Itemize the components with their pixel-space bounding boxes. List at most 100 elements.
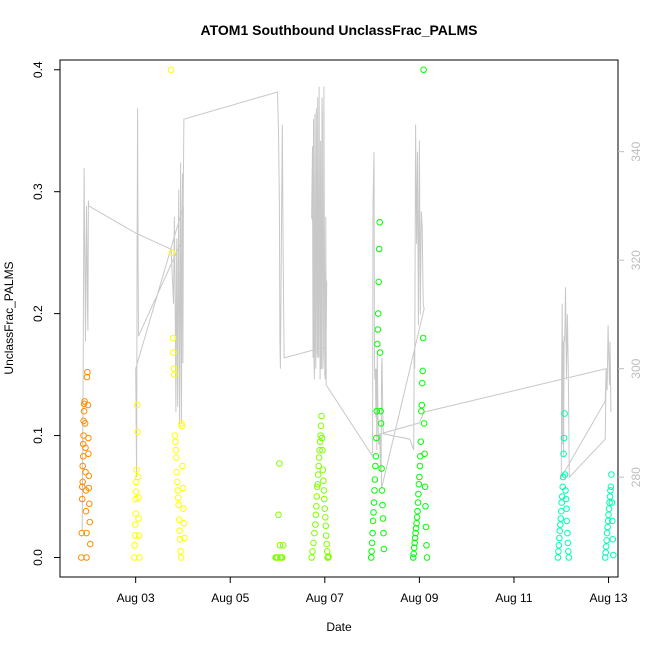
data-point xyxy=(561,410,568,417)
data-point xyxy=(323,540,331,548)
data-point xyxy=(84,401,92,409)
data-point xyxy=(603,529,611,537)
data-point xyxy=(171,432,179,439)
data-point xyxy=(78,483,86,491)
data-point xyxy=(313,493,321,500)
data-point xyxy=(418,401,426,409)
data-point xyxy=(321,495,328,503)
data-point xyxy=(181,534,188,542)
data-point xyxy=(411,534,419,542)
data-point xyxy=(379,501,386,509)
data-point xyxy=(131,521,139,528)
data-point xyxy=(378,487,386,494)
data-point xyxy=(176,535,184,543)
data-point xyxy=(175,501,182,509)
data-point xyxy=(315,462,323,470)
data-point xyxy=(179,462,186,470)
data-point xyxy=(132,488,140,495)
data-point xyxy=(85,450,92,458)
data-point xyxy=(172,438,179,446)
data-point xyxy=(412,529,419,537)
data-point xyxy=(420,420,428,427)
axes-group xyxy=(59,59,619,578)
y-axis-ticks: 0.0 0.1 0.2 0.3 0.4 xyxy=(31,61,60,566)
data-point xyxy=(419,334,427,342)
data-point xyxy=(171,371,178,378)
data-point xyxy=(556,534,563,542)
data-point xyxy=(373,407,381,415)
data-point xyxy=(320,487,328,494)
data-point xyxy=(416,462,424,470)
data-point xyxy=(372,453,380,460)
y-tick-label: 0.1 xyxy=(31,427,45,444)
data-point xyxy=(414,507,421,515)
data-point xyxy=(556,527,564,535)
data-point xyxy=(608,499,616,506)
y-tick-label: 0.0 xyxy=(31,549,45,566)
data-point xyxy=(176,527,183,535)
x-axis-label: Date xyxy=(326,620,352,634)
y-tick-label: 0.2 xyxy=(31,305,45,322)
data-point xyxy=(309,548,316,555)
y-tick-label: 0.4 xyxy=(31,61,45,78)
data-point xyxy=(79,453,87,460)
data-point xyxy=(276,460,283,467)
data-point xyxy=(368,539,376,547)
data-point xyxy=(313,483,321,491)
data-point xyxy=(421,483,429,491)
data-point xyxy=(322,532,330,539)
data-point xyxy=(410,544,418,552)
data-point xyxy=(168,249,176,256)
data-point xyxy=(601,554,609,561)
data-point xyxy=(173,454,180,461)
data-point xyxy=(422,503,429,510)
data-point xyxy=(414,499,422,506)
data-point xyxy=(308,554,315,561)
data-point xyxy=(562,495,570,503)
data-point xyxy=(413,514,421,521)
data-point xyxy=(558,507,565,515)
data-point xyxy=(135,494,142,502)
data-point xyxy=(85,434,92,442)
data-point xyxy=(416,473,423,481)
y-tick-label: 0.3 xyxy=(31,183,45,200)
data-point xyxy=(374,310,382,317)
data-point xyxy=(419,367,427,375)
data-point xyxy=(133,466,140,474)
data-point xyxy=(310,539,317,547)
data-point xyxy=(606,499,613,506)
data-point xyxy=(136,554,143,561)
data-point xyxy=(374,340,381,348)
data-point xyxy=(311,529,318,537)
data-point xyxy=(134,473,142,481)
data-point xyxy=(370,509,377,516)
data-point xyxy=(84,368,91,376)
data-point xyxy=(81,398,88,405)
y-axis-label: UnclassFrac_PALMS xyxy=(2,261,16,374)
data-point xyxy=(367,554,375,561)
data-point xyxy=(179,484,187,492)
data-point xyxy=(322,522,330,530)
data-point xyxy=(87,540,94,548)
secondary-y-axis-ticks: 280 300 320 340 xyxy=(618,141,643,487)
data-point xyxy=(378,465,385,472)
data-point xyxy=(319,446,326,454)
data-point xyxy=(83,554,90,561)
data-point xyxy=(560,434,568,442)
points-layer xyxy=(78,66,617,561)
series-flight-3 xyxy=(272,412,332,561)
data-point xyxy=(423,554,431,561)
data-point xyxy=(134,428,141,436)
data-point xyxy=(376,349,384,356)
data-point xyxy=(375,278,383,286)
data-point xyxy=(86,500,93,508)
data-point xyxy=(377,407,384,415)
data-point xyxy=(605,511,612,519)
data-point xyxy=(602,549,610,556)
data-point xyxy=(369,529,376,537)
data-point xyxy=(608,471,615,478)
data-point xyxy=(603,537,611,544)
data-point xyxy=(374,326,382,333)
